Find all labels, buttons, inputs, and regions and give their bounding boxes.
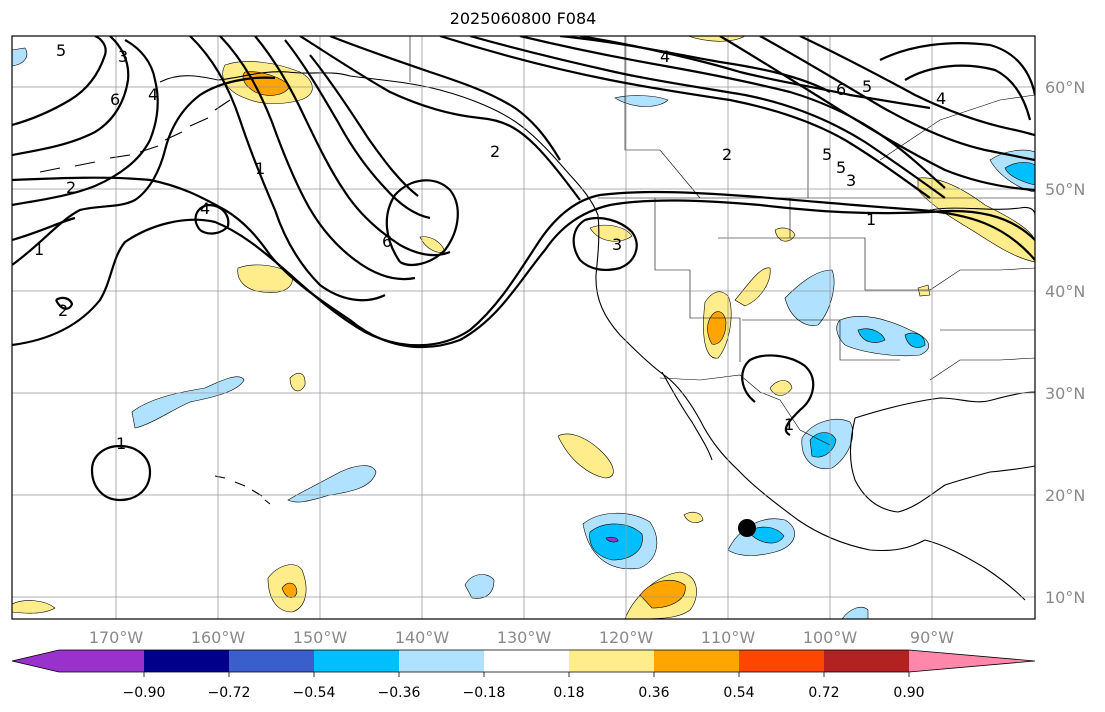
lat-tick-label: 60°N (1045, 78, 1085, 97)
colorbar-segment (229, 650, 314, 672)
lat-tick-label: 10°N (1045, 588, 1085, 607)
contour-label: 1 (34, 240, 44, 259)
na-west-coast (595, 214, 926, 552)
contour-label: 4 (660, 47, 670, 66)
lat-tick-label: 50°N (1045, 180, 1085, 199)
lat-tick-labels: 60°N 50°N 40°N 30°N 20°N 10°N (1045, 78, 1085, 607)
contour-label: 3 (846, 171, 856, 190)
contour-label: 3 (118, 47, 128, 66)
contour-label: 1 (784, 415, 794, 434)
colorbar-extend-max (909, 650, 1035, 672)
central-america (924, 539, 1026, 601)
lat-tick-label: 40°N (1045, 282, 1085, 301)
contour-label: 6 (836, 80, 846, 99)
colorbar-tick-marks (143, 672, 910, 677)
contour-label: 5 (836, 158, 846, 177)
colorbar-outline (11, 649, 1036, 673)
contour-label: 1 (255, 159, 265, 178)
contour-label: 2 (66, 178, 76, 197)
hudson-east (929, 206, 1035, 216)
borders (409, 36, 1035, 446)
map-title: 2025060800 F084 (449, 9, 597, 28)
contour-label: 2 (490, 142, 500, 161)
colorbar-tick-label: −0.36 (378, 685, 421, 701)
colorbar-tick-label: −0.54 (293, 685, 336, 701)
lon-tick-label: 140°W (395, 628, 450, 647)
colorbar-segment (314, 650, 399, 672)
baja (661, 371, 713, 461)
colorbar-tick-label: −0.90 (123, 685, 166, 701)
colorbar: −0.90 −0.72 −0.54 −0.36 −0.18 0.18 0.36 … (11, 649, 1036, 701)
colorbar-segment (654, 650, 739, 672)
lon-tick-label: 90°W (910, 628, 954, 647)
lon-tick-label: 170°W (89, 628, 144, 647)
colorbar-segment (59, 650, 144, 672)
lon-tick-label: 110°W (701, 628, 756, 647)
map-frame (11, 35, 1036, 620)
colorbar-extend-min (12, 650, 59, 672)
colorbar-segment (824, 650, 909, 672)
colorbar-tick-label: 0.90 (893, 685, 924, 701)
colorbar-tick-label: −0.18 (463, 685, 506, 701)
colorbar-tick-label: 0.54 (723, 685, 754, 701)
contour-label: 2 (722, 145, 732, 164)
colorbar-segment (144, 650, 229, 672)
colorbar-tick-label: −0.72 (208, 685, 251, 701)
aleutians (39, 99, 231, 173)
colorbar-segment (569, 650, 654, 672)
contour-label: 6 (110, 90, 120, 109)
lon-tick-labels: 170°W 160°W 150°W 140°W 130°W 120°W 110°… (89, 628, 954, 647)
colorbar-tick-label: 0.18 (553, 685, 584, 701)
lon-tick-label: 120°W (599, 628, 654, 647)
lon-tick-label: 100°W (803, 628, 858, 647)
contour-label: 4 (148, 85, 158, 104)
coastlines (39, 71, 1035, 601)
contour-labels: 5 3 6 4 1 2 1 2 1 4 6 2 4 3 2 5 5 3 6 5 … (34, 41, 946, 453)
lon-tick-label: 150°W (293, 628, 348, 647)
colorbar-segment (739, 650, 824, 672)
map-panel: 5 3 6 4 1 2 1 2 1 4 6 2 4 3 2 5 5 3 6 5 … (12, 36, 1035, 619)
contour-label: 5 (862, 77, 872, 96)
contour-label: 5 (822, 145, 832, 164)
colorbar-segment (484, 650, 569, 672)
alaska-coast (159, 71, 599, 216)
gulf-coast (854, 391, 1035, 419)
contour-label: 3 (612, 235, 622, 254)
location-marker (738, 519, 756, 537)
contour-label: 1 (866, 210, 876, 229)
contour-label: 4 (200, 199, 210, 218)
lat-tick-label: 20°N (1045, 486, 1085, 505)
lon-tick-label: 130°W (497, 628, 552, 647)
contour-label: 1 (116, 434, 126, 453)
lon-tick-label: 160°W (191, 628, 246, 647)
mexico-gulf (849, 417, 1035, 513)
contour-label: 6 (382, 232, 392, 251)
contour-label: 4 (936, 89, 946, 108)
hawaii (214, 475, 271, 505)
colorbar-tick-label: 0.72 (808, 685, 839, 701)
colorbar-tick-label: 0.36 (638, 685, 669, 701)
contour-label: 2 (58, 301, 68, 320)
lat-tick-label: 30°N (1045, 384, 1085, 403)
contour-lines (12, 36, 1035, 502)
colorbar-segment (399, 650, 484, 672)
contour-label: 5 (56, 41, 66, 60)
